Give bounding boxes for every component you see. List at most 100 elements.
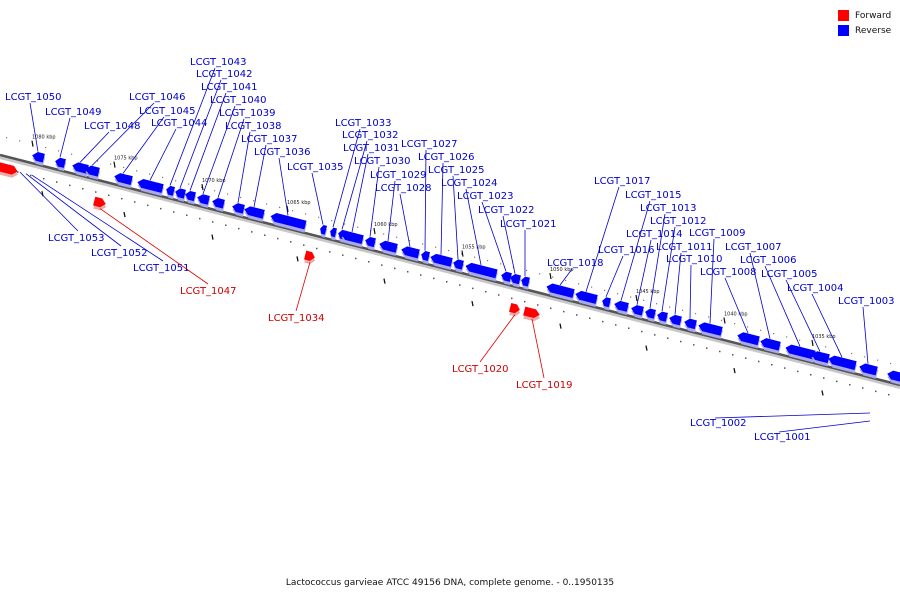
reverse-gene	[645, 308, 657, 322]
minor-tick	[851, 352, 853, 355]
gene-label: LCGT_1009	[689, 228, 746, 239]
minor-tick	[630, 296, 632, 298]
minor-tick	[147, 204, 149, 207]
legend-label-reverse: Reverse	[855, 25, 892, 36]
minor-tick	[591, 286, 593, 288]
backbone-shadow	[0, 155, 900, 389]
major-tick	[383, 278, 386, 284]
minor-tick	[617, 293, 619, 295]
minor-tick	[344, 223, 346, 225]
forward-gene-body	[93, 196, 106, 208]
minor-tick	[799, 339, 801, 341]
gene-connector	[237, 131, 251, 203]
scale-label: 1045 kbp	[636, 289, 660, 295]
minor-tick	[758, 360, 760, 363]
minor-tick	[604, 289, 606, 292]
minor-tick	[368, 261, 370, 263]
gene-label: LCGT_1038	[225, 121, 282, 132]
gene-label: LCGT_1051	[133, 263, 190, 274]
minor-tick	[108, 194, 110, 197]
reverse-gene-body	[175, 188, 186, 199]
minor-tick	[875, 390, 877, 393]
gene-label: LCGT_1034	[268, 313, 325, 324]
minor-tick	[82, 187, 84, 190]
gene-label: LCGT_1026	[418, 152, 475, 163]
minor-tick	[862, 387, 864, 389]
gene-connector	[764, 265, 801, 347]
minor-tick	[760, 329, 762, 331]
legend-item-reverse: Reverse	[838, 23, 891, 38]
minor-tick	[279, 206, 281, 208]
reverse-gene-body	[232, 203, 245, 214]
reverse-gene-body	[341, 231, 364, 245]
scale-label: 1040 kbp	[724, 312, 748, 318]
minor-tick	[264, 234, 266, 236]
forward-gene-body	[509, 303, 520, 314]
reverse-gene-body	[114, 173, 133, 186]
gene-connector	[179, 79, 222, 189]
major-tick	[113, 161, 116, 168]
minor-tick	[472, 287, 474, 290]
gene-connector	[202, 105, 236, 195]
gene-label: LCGT_1013	[640, 203, 697, 214]
gene-label: LCGT_1014	[626, 229, 683, 240]
gene-label: LCGT_1031	[343, 143, 400, 154]
gene-label: LCGT_1006	[740, 255, 797, 266]
reverse-gene	[379, 240, 399, 256]
minor-tick	[95, 191, 97, 193]
reverse-gene	[546, 283, 575, 302]
reverse-gene	[137, 178, 164, 197]
minor-tick	[708, 316, 710, 318]
reverse-gene	[828, 355, 857, 374]
minor-tick	[771, 364, 773, 366]
reverse-gene	[330, 227, 338, 241]
minor-tick	[173, 211, 175, 213]
minor-tick	[97, 160, 99, 162]
gene-label: LCGT_1018	[547, 258, 604, 269]
reverse-gene-body	[684, 318, 697, 330]
gene-connector	[19, 171, 79, 232]
reverse-gene-body	[465, 262, 498, 279]
gene-label: LCGT_1017	[594, 176, 651, 187]
minor-tick	[773, 333, 775, 335]
minor-tick	[732, 354, 734, 356]
major-tick	[811, 339, 814, 347]
reverse-gene	[698, 322, 723, 339]
minor-tick	[316, 247, 318, 250]
minor-tick	[589, 317, 591, 320]
gene-label: LCGT_1046	[129, 92, 186, 103]
minor-tick	[318, 216, 320, 218]
gene-label: LCGT_1048	[84, 121, 141, 132]
minor-tick	[342, 254, 344, 256]
minor-tick	[136, 170, 138, 172]
minor-tick	[643, 299, 645, 301]
reverse-gene	[575, 290, 598, 307]
gene-connector	[481, 201, 507, 272]
minor-tick	[123, 166, 125, 169]
minor-tick	[292, 210, 294, 212]
minor-tick	[656, 303, 658, 305]
major-tick	[559, 323, 562, 329]
forward-gene	[509, 303, 521, 317]
reverse-gene	[614, 300, 630, 315]
minor-tick	[836, 380, 838, 383]
gene-label: LCGT_1022	[478, 205, 535, 216]
minor-tick	[251, 231, 253, 233]
legend: Forward Reverse	[838, 8, 891, 38]
reverse-gene	[430, 253, 453, 270]
minor-tick	[498, 294, 500, 296]
minor-tick	[511, 297, 513, 300]
reverse-gene-body	[669, 314, 682, 326]
gene-connector	[724, 277, 749, 334]
reverse-gene	[501, 271, 513, 286]
reverse-gene-body	[546, 283, 575, 298]
reverse-gene-body	[401, 246, 420, 259]
minor-tick	[240, 196, 242, 198]
gene-connector	[399, 193, 411, 247]
minor-tick	[71, 153, 73, 155]
gene-connector	[79, 131, 110, 163]
scale-label: 1080 kbp	[32, 135, 56, 141]
minor-tick	[227, 193, 229, 195]
gene-connector	[424, 149, 427, 251]
